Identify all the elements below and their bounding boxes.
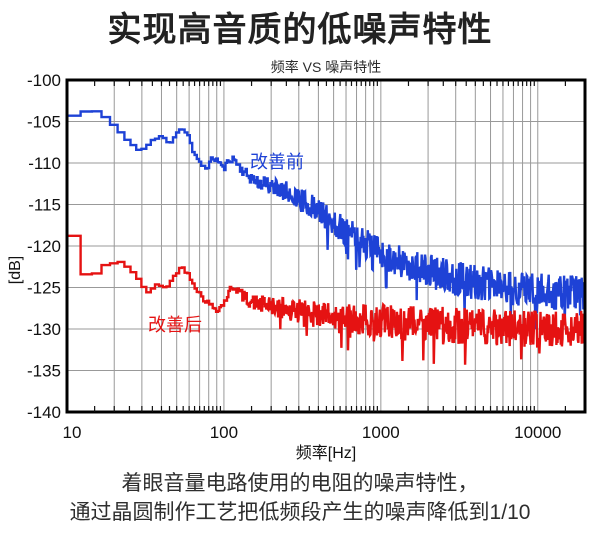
page-title: 实现高音质的低噪声特性 — [107, 11, 493, 49]
series-label-before: 改善前 — [250, 152, 304, 172]
x-tick-label: 100 — [210, 423, 238, 442]
y-tick-label: -140 — [27, 403, 61, 422]
y-tick-label: -135 — [27, 362, 61, 381]
x-tick-label: 1000 — [362, 423, 400, 442]
y-tick-label: -105 — [27, 113, 61, 132]
caption-line-1: 着眼音量电路使用的电阻的噪声特性， — [121, 472, 479, 495]
x-tick-label: 10 — [63, 423, 82, 442]
y-tick-label: -100 — [27, 71, 61, 90]
caption: 着眼音量电路使用的电阻的噪声特性， 通过晶圆制作工艺把低频段产生的噪声降低到1/… — [0, 470, 600, 528]
caption-line-2: 通过晶圆制作工艺把低频段产生的噪声降低到1/10 — [69, 500, 531, 524]
series-path-0 — [65, 80, 586, 330]
y-tick-label: -115 — [28, 196, 61, 215]
y-tick-label: -110 — [28, 154, 61, 173]
x-tick-label: 10000 — [514, 423, 561, 442]
y-tick-label: -125 — [27, 279, 61, 298]
grid-layer — [67, 80, 585, 412]
series-label-after: 改善后 — [148, 315, 202, 335]
y-axis-unit-label: [dB] — [7, 256, 24, 284]
x-axis-title: 频率[Hz] — [296, 444, 356, 462]
y-tick-label: -130 — [27, 320, 61, 339]
y-tick-label: -120 — [27, 237, 61, 256]
series-path-1 — [65, 121, 586, 365]
curve-layer — [65, 80, 586, 365]
chart-subtitle: 频率 VS 噪声特性 — [270, 59, 382, 75]
